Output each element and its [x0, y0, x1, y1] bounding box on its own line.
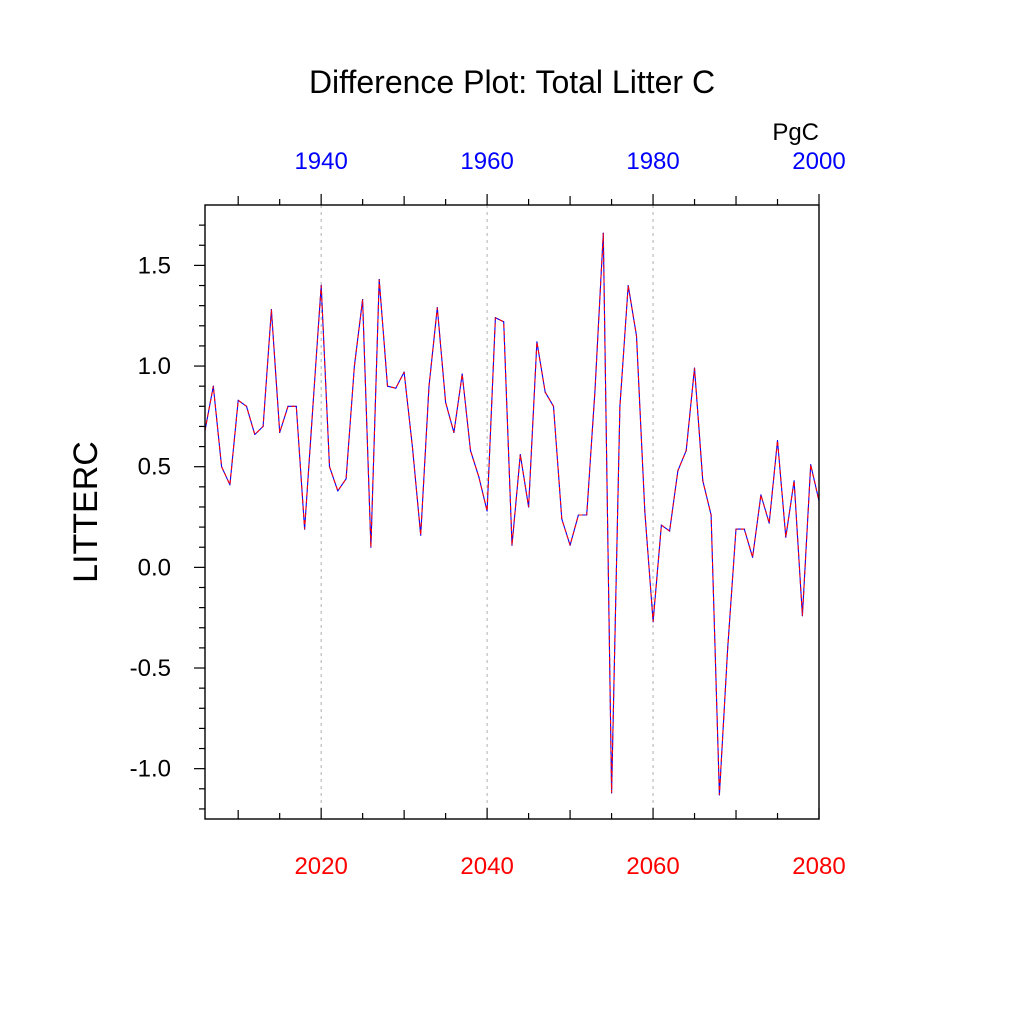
data-point-2030	[403, 371, 405, 373]
data-point-2067	[710, 514, 712, 516]
top-tick-label-1960: 1960	[460, 148, 513, 175]
data-point-2070	[735, 528, 737, 530]
data-point-2032	[420, 534, 422, 536]
data-point-2010	[237, 399, 239, 401]
data-point-2045	[527, 506, 530, 508]
series-line-dashed-0	[204, 232, 820, 796]
data-point-2034	[436, 307, 438, 309]
data-point-2024	[353, 365, 355, 367]
chart-title: Difference Plot: Total Litter C	[309, 64, 715, 100]
data-point-2059	[644, 510, 646, 512]
data-point-2037	[461, 373, 463, 375]
top-tick-label-1940: 1940	[294, 148, 347, 175]
tick-labels: 2020 2040 2060 2080 1940 1960 1980 2000 -1.0 -0.5…	[130, 148, 846, 880]
bottom-tick-label-2040: 2040	[460, 853, 513, 880]
data-point-2049	[561, 518, 563, 520]
data-point-2041	[494, 317, 497, 319]
data-point-2026	[370, 546, 372, 548]
y-tick-label-0.0: 0.0	[138, 554, 171, 581]
data-point-2012	[254, 433, 256, 436]
grid-lines	[320, 205, 654, 819]
data-point-2025	[362, 299, 364, 301]
data-point-2015	[279, 431, 281, 434]
data-point-2017	[295, 405, 297, 407]
data-point-2016	[287, 405, 289, 407]
y-tick-label--0.5: -0.5	[130, 655, 171, 682]
data-point-2074	[768, 522, 770, 524]
data-point-2021	[328, 466, 331, 468]
data-point-2061	[660, 524, 662, 526]
data-point-2060	[652, 621, 654, 623]
data-point-2027	[378, 278, 380, 281]
data-point-2042	[503, 321, 505, 323]
data-point-2033	[428, 385, 430, 387]
data-point-2069	[727, 647, 729, 649]
data-point-2044	[519, 454, 521, 456]
tick-marks	[194, 194, 820, 819]
data-point-2048	[552, 405, 555, 407]
y-axis-label: LITTERC	[67, 441, 105, 583]
y-tick-label-1.0: 1.0	[138, 353, 171, 380]
data-point-2051	[577, 514, 579, 516]
data-point-2050	[569, 544, 571, 546]
data-point-2022	[337, 490, 339, 492]
y-tick-label-0.5: 0.5	[138, 454, 171, 481]
data-point-2079	[810, 464, 812, 466]
data-point-2073	[760, 494, 762, 496]
data-point-2007	[212, 385, 214, 387]
y-tick-label--1.0: -1.0	[130, 756, 171, 783]
data-point-2057	[627, 284, 629, 287]
bottom-tick-label-2020: 2020	[294, 853, 347, 880]
data-point-2046	[536, 341, 538, 343]
data-point-2076	[785, 536, 787, 538]
top-tick-label-2000: 2000	[792, 148, 845, 175]
data-point-2071	[743, 528, 745, 530]
data-point-2063	[677, 470, 679, 472]
data-point-2035	[445, 401, 447, 403]
data-point-2062	[669, 530, 671, 532]
data-point-2055	[610, 792, 613, 794]
data-point-2072	[752, 556, 754, 558]
data-point-2078	[801, 615, 804, 617]
data-point-2052	[586, 514, 588, 516]
data-point-2077	[793, 480, 795, 482]
series-layer	[204, 232, 820, 796]
y-tick-label-1.5: 1.5	[138, 252, 171, 279]
data-point-2020	[320, 284, 322, 287]
data-point-2043	[511, 544, 513, 546]
data-point-2019	[312, 405, 314, 407]
data-point-2009	[229, 484, 231, 486]
data-point-2013	[262, 425, 264, 428]
data-point-2040	[486, 510, 488, 512]
data-point-2038	[469, 450, 472, 452]
data-point-2028	[386, 385, 389, 387]
series-line-0	[204, 232, 820, 796]
bottom-tick-label-2080: 2080	[792, 853, 845, 880]
data-point-2064	[685, 450, 687, 452]
data-point-2011	[245, 405, 248, 407]
data-point-2068	[718, 794, 721, 796]
data-point-2018	[303, 528, 306, 530]
data-point-2029	[395, 387, 397, 389]
units-label: PgC	[772, 119, 819, 146]
data-point-2066	[702, 480, 704, 482]
bottom-tick-label-2060: 2060	[626, 853, 679, 880]
data-point-2031	[411, 445, 414, 448]
data-point-2036	[453, 431, 455, 434]
top-tick-label-1980: 1980	[626, 148, 679, 175]
data-point-2054	[602, 232, 604, 234]
data-point-2014	[270, 309, 272, 311]
data-point-2047	[544, 391, 546, 393]
data-point-2065	[693, 367, 696, 369]
data-point-2008	[220, 466, 223, 468]
data-point-2023	[345, 478, 347, 480]
plot-frame	[204, 204, 820, 820]
data-point-2056	[619, 405, 621, 407]
data-point-2039	[478, 476, 480, 478]
data-point-2075	[776, 439, 779, 442]
data-point-2058	[635, 335, 638, 337]
data-point-2053	[594, 389, 596, 391]
